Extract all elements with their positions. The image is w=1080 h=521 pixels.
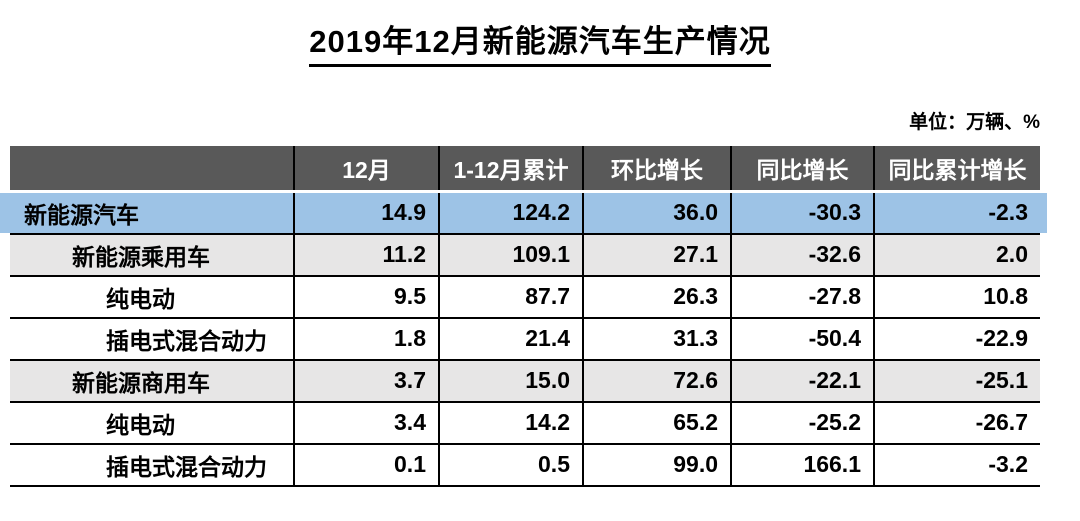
- table-body: 新能源汽车 14.9 124.2 36.0 -30.3 -2.3 新能源乘用车 11.2 109…: [0, 192, 1047, 487]
- row-label: 新能源汽车: [10, 192, 295, 233]
- value-cell: 87.7: [440, 276, 584, 317]
- value-cell: 65.2: [584, 402, 732, 443]
- table-row: 插电式混合动力 1.8 21.4 31.3 -50.4 -22.9: [10, 316, 1040, 359]
- value-cell: 2.0: [875, 234, 1040, 275]
- value-cell: 124.2: [440, 192, 584, 233]
- value-cell: -22.9: [975, 325, 1028, 352]
- header-cell: 12月: [295, 145, 440, 190]
- header-cell: 1-12月累计: [440, 145, 584, 190]
- value-cell: 11.2: [295, 234, 440, 275]
- value-cell: -27.8: [732, 276, 875, 317]
- table-row: 插电式混合动力 0.1 0.5 99.0 166.1 -3.2: [10, 442, 1040, 485]
- table-row: 新能源商用车 3.7 15.0 72.6 -22.1 -25.1: [10, 358, 1040, 401]
- row-label: 新能源乘用车: [10, 234, 295, 275]
- header-cell: 环比增长: [584, 145, 732, 190]
- value-cell: 27.1: [584, 234, 732, 275]
- value-cell: -50.4: [732, 318, 875, 359]
- value-cell: -30.3: [732, 192, 875, 233]
- value-cell: -3.2: [988, 451, 1028, 478]
- title-row: 2019年12月新能源汽车生产情况: [0, 0, 1080, 67]
- value-cell: 166.1: [732, 444, 875, 485]
- row-label: 新能源商用车: [10, 360, 295, 401]
- table-header-row: 12月 1-12月累计 环比增长 同比增长 同比累计增长: [10, 145, 1040, 190]
- table-row: 纯电动 9.5 87.7 26.3 -27.8 10.8: [10, 274, 1040, 317]
- header-cell: 同比增长: [732, 145, 875, 190]
- value-cell: 15.0: [440, 360, 584, 401]
- row-label: 纯电动: [10, 402, 295, 443]
- value-cell: -22.1: [732, 360, 875, 401]
- value-cell: 9.5: [295, 276, 440, 317]
- value-cell: 14.2: [440, 402, 584, 443]
- page-title: 2019年12月新能源汽车生产情况: [309, 24, 771, 67]
- value-cell: 72.6: [584, 360, 732, 401]
- value-cell: 21.4: [440, 318, 584, 359]
- row-label: 插电式混合动力: [10, 318, 295, 359]
- value-cell: -32.6: [732, 234, 875, 275]
- value-cell: -25.1: [875, 360, 1040, 401]
- value-cell: 31.3: [584, 318, 732, 359]
- row-label: 纯电动: [10, 276, 295, 317]
- header-cell-blank: [10, 145, 295, 190]
- value-cell: 99.0: [584, 444, 732, 485]
- value-cell: 10.8: [983, 283, 1028, 310]
- value-cell: 0.1: [295, 444, 440, 485]
- table-row: 新能源汽车 14.9 124.2 36.0 -30.3 -2.3: [0, 192, 1047, 233]
- value-cell: 3.7: [295, 360, 440, 401]
- unit-note: 单位：万辆、%: [909, 111, 1040, 133]
- header-cell: 同比累计增长: [875, 145, 1040, 190]
- value-cell: 14.9: [295, 192, 440, 233]
- value-cell: -26.7: [975, 409, 1028, 436]
- row-label: 插电式混合动力: [10, 444, 295, 485]
- value-cell: -25.2: [732, 402, 875, 443]
- value-cell: 26.3: [584, 276, 732, 317]
- table-row: 纯电动 3.4 14.2 65.2 -25.2 -26.7: [10, 400, 1040, 443]
- value-cell: 1.8: [295, 318, 440, 359]
- value-cell: 109.1: [440, 234, 584, 275]
- value-cell: 3.4: [295, 402, 440, 443]
- value-cell: -2.3: [988, 199, 1028, 226]
- figure-table-page: 2019年12月新能源汽车生产情况 单位：万辆、% 12月 1-12月累计 环比增长…: [0, 0, 1080, 487]
- production-table: 12月 1-12月累计 环比增长 同比增长 同比累计增长 新能源汽车 14.9 124.2 3…: [0, 145, 1047, 487]
- value-cell: 36.0: [584, 192, 732, 233]
- table-row: 新能源乘用车 11.2 109.1 27.1 -32.6 2.0: [10, 232, 1040, 275]
- value-cell: 0.5: [440, 444, 584, 485]
